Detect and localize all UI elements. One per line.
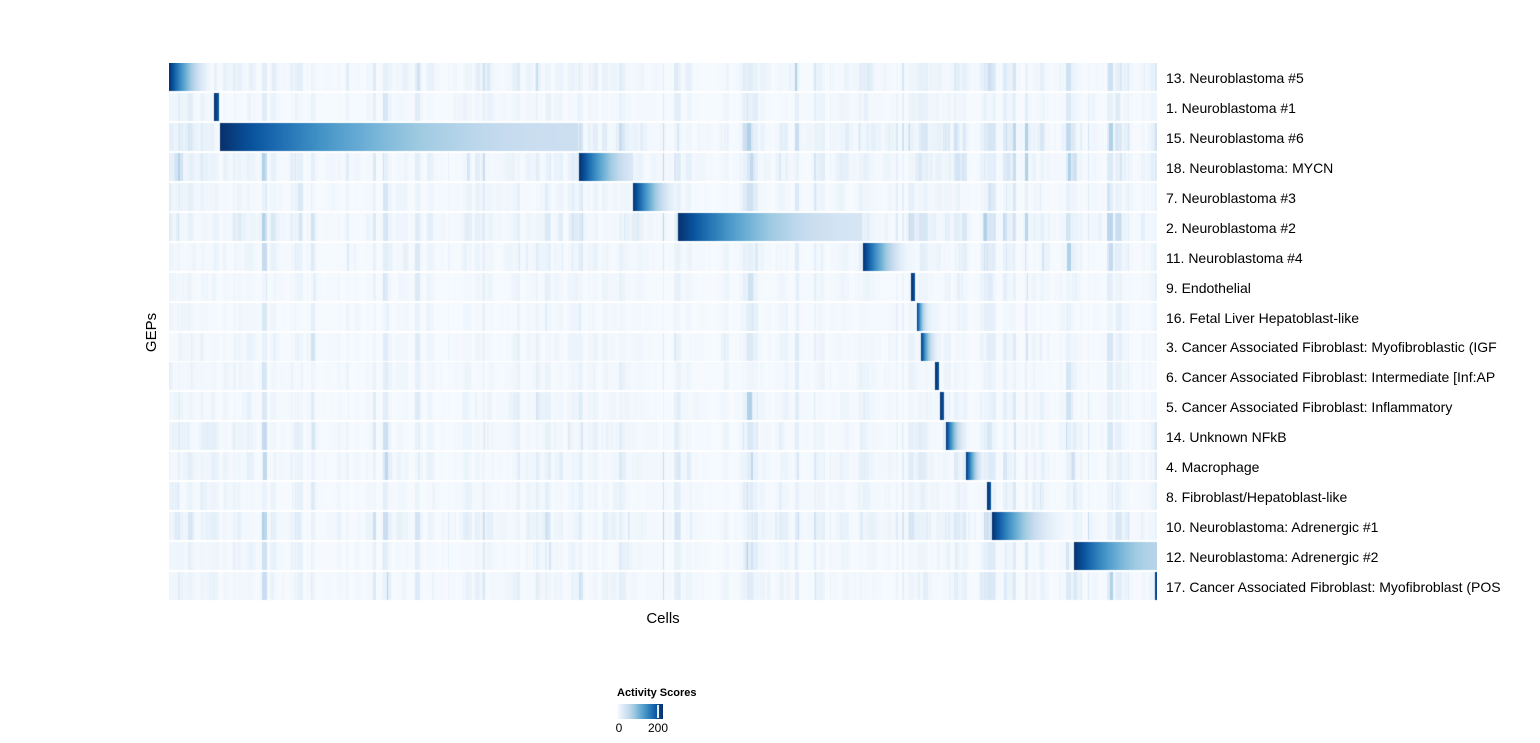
row-label: 17. Cancer Associated Fibroblast: Myofib… (1166, 579, 1501, 596)
legend-max-label: 200 (647, 721, 669, 735)
row-label: 16. Fetal Liver Hepatoblast-like (1166, 309, 1359, 326)
row-label: 9. Endothelial (1166, 279, 1251, 296)
legend-colorbar (617, 704, 663, 719)
row-label: 3. Cancer Associated Fibroblast: Myofibr… (1166, 339, 1497, 356)
row-label: 1. Neuroblastoma #1 (1166, 99, 1296, 116)
row-label: 7. Neuroblastoma #3 (1166, 189, 1296, 206)
row-label: 6. Cancer Associated Fibroblast: Interme… (1166, 369, 1496, 386)
legend-tick-mark (657, 705, 659, 718)
row-label: 14. Unknown NFkB (1166, 429, 1287, 446)
legend-min-label: 0 (615, 721, 623, 735)
x-axis-label: Cells (646, 610, 680, 627)
legend-title: Activity Scores (617, 687, 697, 699)
row-label: 10. Neuroblastoma: Adrenergic #1 (1166, 519, 1379, 536)
row-label: 4. Macrophage (1166, 459, 1260, 476)
row-label: 12. Neuroblastoma: Adrenergic #2 (1166, 549, 1379, 566)
y-axis-label: GEPs (133, 63, 171, 602)
legend-tick-labels: 0 200 (615, 721, 737, 735)
heatmap-canvas (169, 63, 1157, 602)
row-labels: 13. Neuroblastoma #5 1. Neuroblastoma #1 1… (1166, 63, 1540, 602)
y-axis-label-text: GEPs (143, 312, 161, 353)
row-label: 13. Neuroblastoma #5 (1166, 69, 1304, 86)
row-label: 11. Neuroblastoma #4 (1166, 249, 1303, 266)
row-label: 8. Fibroblast/Hepatoblast-like (1166, 489, 1348, 506)
row-label: 15. Neuroblastoma #6 (1166, 129, 1304, 146)
row-label: 5. Cancer Associated Fibroblast: Inflamm… (1166, 399, 1453, 416)
legend: Activity Scores 0 200 (615, 687, 737, 735)
row-label: 18. Neuroblastoma: MYCN (1166, 159, 1334, 176)
row-label: 2. Neuroblastoma #2 (1166, 219, 1296, 236)
